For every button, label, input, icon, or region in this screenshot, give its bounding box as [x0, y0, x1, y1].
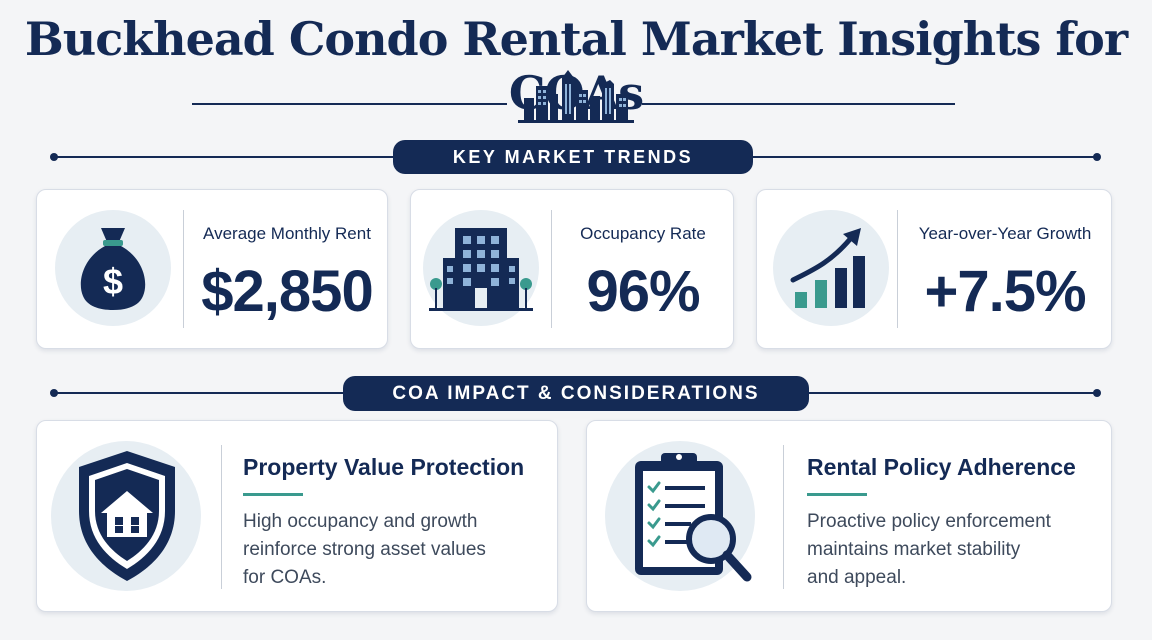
description-line: maintains market stability [807, 539, 1021, 560]
section-dot [1093, 153, 1101, 161]
description-line: reinforce strong asset values [243, 539, 486, 560]
section-label-trends: KEY MARKET TRENDS [393, 140, 753, 174]
stat-value: +7.5% [924, 259, 1086, 324]
impact-card-policy-adherence: Rental Policy Adherence Proactive policy… [586, 420, 1112, 612]
page-title: Buckhead Condo Rental Market Insights fo… [24, 12, 1128, 120]
section-line [54, 392, 344, 394]
description-line: Proactive policy enforcement [807, 511, 1051, 532]
section-line [809, 392, 1097, 394]
impact-title: Rental Policy Adherence [807, 454, 1076, 480]
icon-badge [773, 210, 889, 326]
stat-card-rent: $ Average Monthly Rent $2,850 [36, 189, 388, 349]
card-divider [783, 445, 784, 589]
title-accent [243, 493, 303, 496]
impact-description: Proactive policy enforcement maintains m… [807, 508, 1051, 592]
title-accent [807, 493, 867, 496]
impact-description: High occupancy and growth reinforce stro… [243, 508, 486, 592]
title-rule-right [642, 103, 955, 105]
shield-house-icon [79, 451, 175, 581]
stat-label: Average Monthly Rent [203, 224, 371, 243]
description-line: and appeal. [807, 567, 907, 588]
title-rule-left [192, 103, 507, 105]
city-skyline-icon [518, 70, 634, 123]
card-divider [221, 445, 222, 589]
money-bag-icon: $ [80, 228, 146, 310]
description-line: for COAs. [243, 567, 327, 588]
section-dot [1093, 389, 1101, 397]
section-label-impact: COA IMPACT & CONSIDERATIONS [343, 376, 809, 411]
section-line [753, 156, 1097, 158]
growth-chart-icon [790, 228, 865, 308]
stat-label: Year-over-Year Growth [918, 224, 1092, 243]
stat-value: 96% [586, 259, 700, 324]
impact-card-value-protection: Property Value Protection High occupancy… [36, 420, 558, 612]
card-divider [183, 210, 184, 328]
card-divider [551, 210, 552, 328]
impact-title: Property Value Protection [243, 454, 525, 480]
stat-card-occupancy: Occupancy Rate 96% [410, 189, 734, 349]
clipboard-search-icon [635, 453, 752, 582]
building-icon [429, 228, 533, 311]
description-line: High occupancy and growth [243, 511, 478, 532]
section-line [54, 156, 394, 158]
stat-value: $2,850 [201, 259, 373, 324]
svg-text:$: $ [103, 261, 123, 302]
stat-card-growth: Year-over-Year Growth +7.5% [756, 189, 1112, 349]
stat-label: Occupancy Rate [580, 224, 706, 243]
card-divider [897, 210, 898, 328]
